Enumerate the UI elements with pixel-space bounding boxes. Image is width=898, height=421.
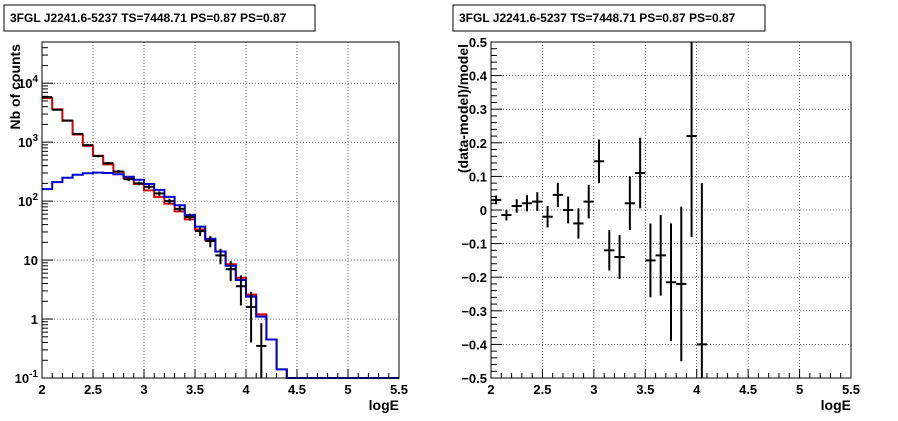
step-series-0 [42, 97, 399, 379]
x-axis-title: logE [369, 397, 399, 413]
y-tick-label: 10 [24, 253, 38, 268]
x-tick-label: 2.5 [533, 382, 551, 397]
y-tick-label: 10-1 [15, 369, 39, 386]
y-tick-label: −0.1 [461, 237, 487, 252]
series-group [42, 96, 399, 379]
chart-title: 3FGL J2241.6-5237 TS=7448.71 PS=0.87 PS=… [10, 11, 287, 25]
y-tick-label: −0.4 [461, 337, 487, 352]
plot-frame [41, 41, 400, 379]
x-tick-label: 3.5 [186, 382, 204, 397]
y-tick-label: 1 [31, 312, 38, 327]
counts-panel: 2 2.5 3 3.5 4 4.5 5 5.5 10-1 1 10 102 103 104 3FGL J2… [3, 4, 408, 413]
x-tick-label: 4 [693, 382, 701, 397]
y-axis-title: (data-model)/model [455, 44, 471, 173]
ticks-group: 2 2.5 3 3.5 4 4.5 5 5.5 −0.5 −0.4 −0.3 −0.2 −0.1 0 0.1… [461, 35, 860, 397]
x-tick-label: 3 [590, 382, 597, 397]
y-tick-label: 0.3 [469, 102, 487, 117]
chart-title: 3FGL J2241.6-5237 TS=7448.71 PS=0.87 PS=… [459, 11, 736, 25]
y-tick-label: 0.1 [469, 169, 487, 184]
x-tick-label: 4.5 [288, 382, 306, 397]
x-tick-label: 5 [796, 382, 803, 397]
series-group [491, 42, 707, 378]
x-tick-label: 5.5 [842, 382, 860, 397]
y-tick-label: 104 [18, 74, 38, 91]
y-tick-label: 102 [18, 192, 38, 209]
y-tick-label: 0.2 [469, 136, 487, 151]
y-tick-label: −0.5 [461, 371, 487, 386]
title-box [3, 4, 316, 32]
y-tick-label: 0.5 [469, 35, 487, 50]
x-tick-label: 4 [242, 382, 250, 397]
x-tick-label: 3.5 [636, 382, 654, 397]
y-tick-label: 0.4 [469, 69, 488, 84]
grid-group [42, 42, 399, 378]
y-tick-label: −0.3 [461, 304, 487, 319]
x-axis-title: logE [821, 397, 851, 413]
step-series-1 [42, 171, 399, 379]
x-tick-label: 5 [344, 382, 351, 397]
title-box [452, 4, 766, 32]
y-tick-label: 103 [18, 133, 38, 150]
ticks-group: 2 2.5 3 3.5 4 4.5 5 5.5 10-1 1 10 102 103 104 [15, 41, 408, 397]
x-tick-label: 2 [487, 382, 494, 397]
y-tick-label: 0 [480, 203, 487, 218]
x-tick-label: 3 [140, 382, 147, 397]
y-axis-title: Nb of counts [7, 44, 23, 130]
x-tick-label: 2.5 [84, 382, 102, 397]
x-tick-label: 5.5 [390, 382, 408, 397]
residuals-panel: 2 2.5 3 3.5 4 4.5 5 5.5 −0.5 −0.4 −0.3 −0.2 −0.1 0 0.1… [452, 4, 860, 413]
x-tick-label: 4.5 [739, 382, 757, 397]
x-tick-label: 2 [38, 382, 45, 397]
y-tick-label: −0.2 [461, 270, 487, 285]
